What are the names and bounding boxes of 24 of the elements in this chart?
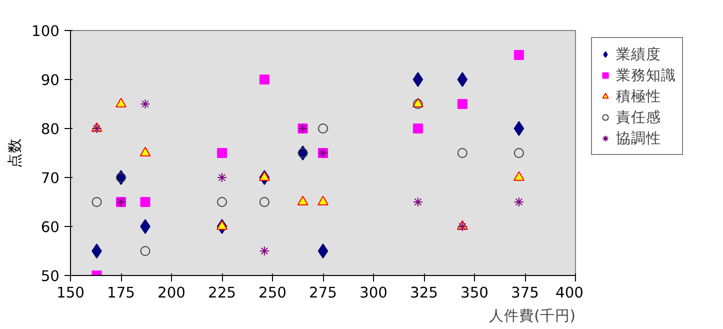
y-tick-label: 50: [40, 268, 60, 285]
x-tick-label: 225: [208, 284, 236, 302]
y-tick-label: 70: [40, 170, 60, 187]
x-axis-title: 人件費(千円): [489, 308, 576, 324]
x-tick-label: 250: [258, 284, 286, 302]
y-tick-label: 100: [32, 23, 60, 40]
y-tick-label: 60: [40, 219, 60, 236]
legend-label: 責任感: [616, 108, 661, 126]
legend-label: 協調性: [616, 128, 661, 148]
y-axis-title: 点数: [6, 138, 24, 168]
x-tick-label: 350: [460, 284, 488, 302]
x-tick-label: 300: [360, 284, 388, 302]
x-tick-label: 200: [158, 284, 186, 302]
y-tick-label: 80: [40, 121, 60, 138]
x-tick-label: 325: [410, 284, 438, 302]
legend-label: 業績度: [616, 44, 661, 64]
x-tick-label: 275: [309, 284, 337, 302]
legend-label: 業務知識: [616, 66, 676, 84]
legend-label: 積極性: [616, 86, 661, 106]
x-tick-label: 150: [56, 284, 84, 302]
x-tick-label: 400: [556, 284, 584, 302]
y-tick-label: 90: [40, 72, 60, 89]
x-tick-label: 375: [511, 284, 539, 302]
x-tick-label: 175: [107, 284, 135, 302]
